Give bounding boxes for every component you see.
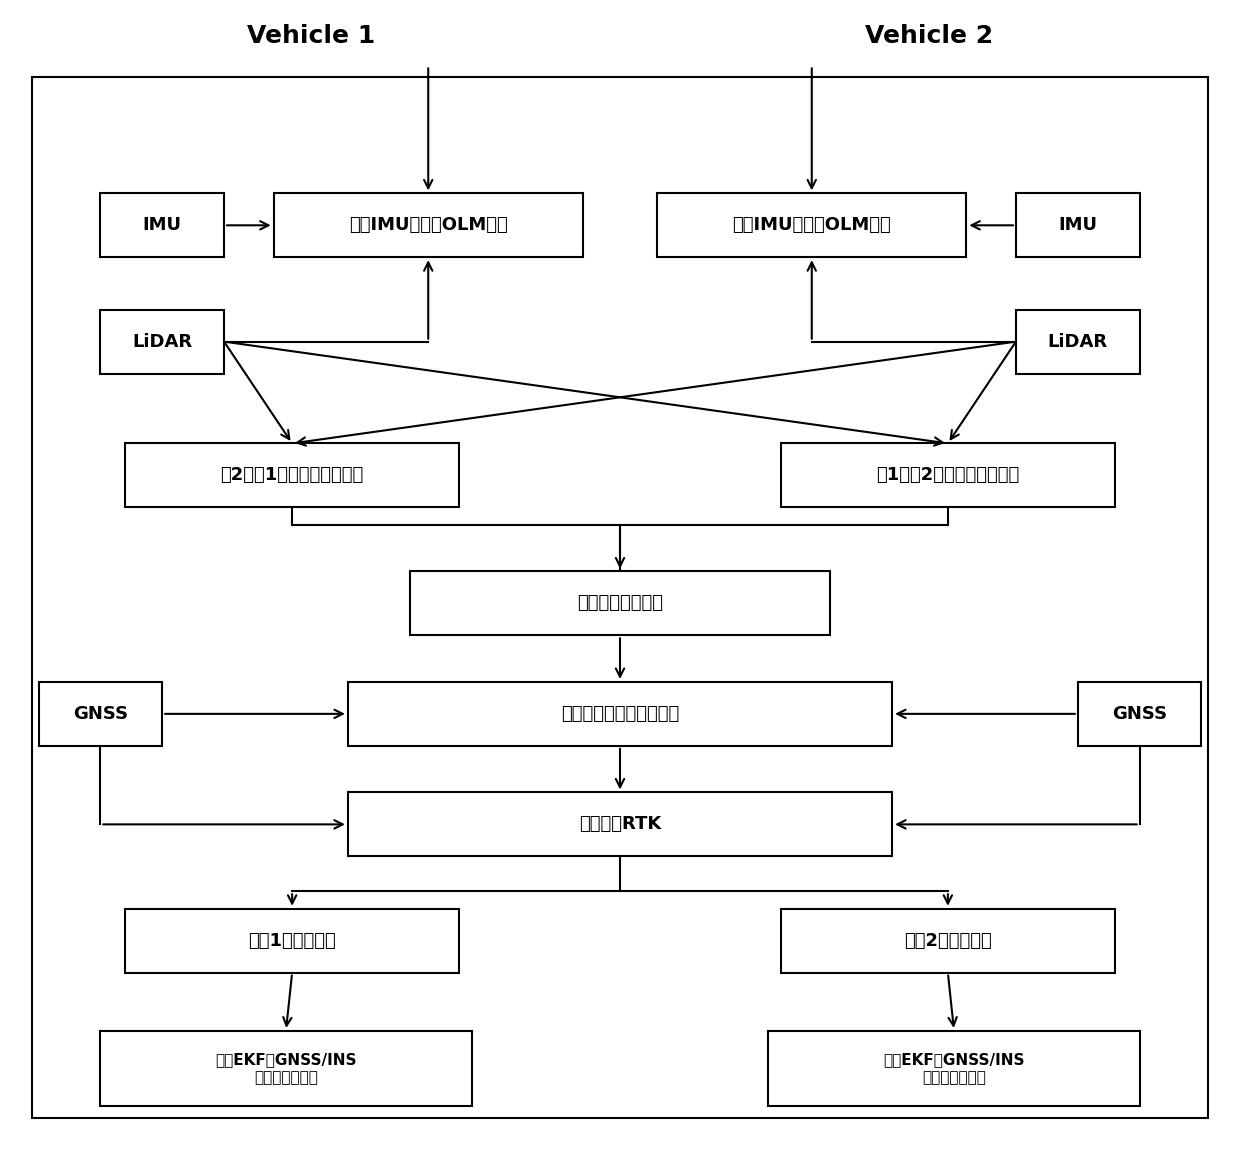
FancyBboxPatch shape bbox=[347, 793, 893, 856]
Text: 基于EKF的GNSS/INS
松组合导航滤波: 基于EKF的GNSS/INS 松组合导航滤波 bbox=[883, 1053, 1024, 1084]
Text: 车辆间的相对模糊度解算: 车辆间的相对模糊度解算 bbox=[560, 705, 680, 723]
FancyBboxPatch shape bbox=[100, 1031, 471, 1107]
Text: 基于EKF的GNSS/INS
松组合导航滤波: 基于EKF的GNSS/INS 松组合导航滤波 bbox=[216, 1053, 357, 1084]
FancyBboxPatch shape bbox=[781, 443, 1115, 507]
FancyBboxPatch shape bbox=[347, 682, 893, 746]
FancyBboxPatch shape bbox=[781, 908, 1115, 972]
Text: 多车联合RTK: 多车联合RTK bbox=[579, 815, 661, 834]
Text: 基于IMU辅助的OLM生成: 基于IMU辅助的OLM生成 bbox=[348, 217, 507, 234]
FancyBboxPatch shape bbox=[38, 682, 162, 746]
Text: 基于IMU辅助的OLM生成: 基于IMU辅助的OLM生成 bbox=[733, 217, 892, 234]
Text: LiDAR: LiDAR bbox=[133, 332, 192, 351]
Text: 车2与车1地图匹配相对定位: 车2与车1地图匹配相对定位 bbox=[221, 466, 363, 484]
Text: GNSS: GNSS bbox=[1112, 705, 1167, 723]
Text: Vehicle 2: Vehicle 2 bbox=[866, 24, 993, 48]
FancyBboxPatch shape bbox=[1016, 310, 1140, 373]
Text: IMU: IMU bbox=[1058, 217, 1097, 234]
FancyBboxPatch shape bbox=[100, 310, 224, 373]
FancyBboxPatch shape bbox=[100, 194, 224, 258]
Text: IMU: IMU bbox=[143, 217, 182, 234]
FancyBboxPatch shape bbox=[1078, 682, 1202, 746]
Text: 车辆1的绝对位置: 车辆1的绝对位置 bbox=[248, 932, 336, 949]
Text: 车辆2的绝对位置: 车辆2的绝对位置 bbox=[904, 932, 992, 949]
FancyBboxPatch shape bbox=[125, 908, 459, 972]
FancyBboxPatch shape bbox=[409, 571, 831, 635]
Text: LiDAR: LiDAR bbox=[1048, 332, 1107, 351]
Text: Vehicle 1: Vehicle 1 bbox=[247, 24, 374, 48]
FancyBboxPatch shape bbox=[657, 194, 966, 258]
Text: 车辆间的相对定位: 车辆间的相对定位 bbox=[577, 595, 663, 612]
FancyBboxPatch shape bbox=[1016, 194, 1140, 258]
Text: 车1与车2地图匹配相对定位: 车1与车2地图匹配相对定位 bbox=[877, 466, 1019, 484]
FancyBboxPatch shape bbox=[32, 77, 1208, 1118]
FancyBboxPatch shape bbox=[274, 194, 583, 258]
FancyBboxPatch shape bbox=[769, 1031, 1140, 1107]
FancyBboxPatch shape bbox=[125, 443, 459, 507]
Text: GNSS: GNSS bbox=[73, 705, 128, 723]
